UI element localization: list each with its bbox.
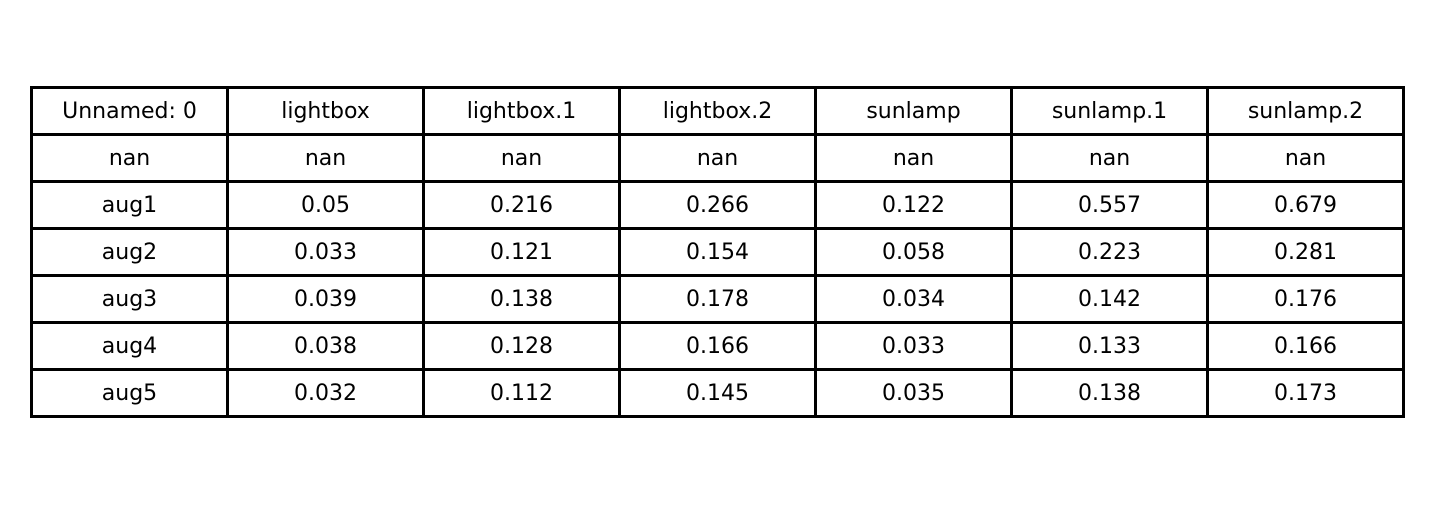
- table-cell: 0.138: [1010, 368, 1209, 418]
- table-cell: aug4: [30, 321, 229, 371]
- table-cell: nan: [30, 133, 229, 183]
- table-cell: 0.178: [618, 274, 817, 324]
- table-cell: 0.121: [422, 227, 621, 277]
- table-cell: 0.058: [814, 227, 1013, 277]
- header-cell: Unnamed: 0: [30, 86, 229, 136]
- table-cell: 0.154: [618, 227, 817, 277]
- table-cell: nan: [1010, 133, 1209, 183]
- header-cell: sunlamp.2: [1206, 86, 1405, 136]
- table-cell: 0.145: [618, 368, 817, 418]
- header-cell: sunlamp: [814, 86, 1013, 136]
- table-cell: 0.173: [1206, 368, 1405, 418]
- table-cell: 0.166: [618, 321, 817, 371]
- table-cell: 0.032: [226, 368, 425, 418]
- table-cell: 0.281: [1206, 227, 1405, 277]
- table-cell: aug5: [30, 368, 229, 418]
- table-cell: aug3: [30, 274, 229, 324]
- table-row: nan nan nan nan nan nan nan: [30, 133, 1405, 183]
- table-cell: 0.034: [814, 274, 1013, 324]
- header-cell: lightbox: [226, 86, 425, 136]
- header-cell: lightbox.2: [618, 86, 817, 136]
- table-cell: 0.128: [422, 321, 621, 371]
- table-cell: 0.176: [1206, 274, 1405, 324]
- table-cell: 0.039: [226, 274, 425, 324]
- table-cell: 0.216: [422, 180, 621, 230]
- table-cell: nan: [814, 133, 1013, 183]
- table-row: aug4 0.038 0.128 0.166 0.033 0.133 0.166: [30, 321, 1405, 371]
- table-cell: 0.122: [814, 180, 1013, 230]
- table-row: aug2 0.033 0.121 0.154 0.058 0.223 0.281: [30, 227, 1405, 277]
- table-cell: 0.033: [814, 321, 1013, 371]
- table-row: aug1 0.05 0.216 0.266 0.122 0.557 0.679: [30, 180, 1405, 230]
- table-cell: nan: [422, 133, 621, 183]
- table-cell: 0.138: [422, 274, 621, 324]
- table-cell: 0.05: [226, 180, 425, 230]
- table-cell: 0.038: [226, 321, 425, 371]
- table-row: aug5 0.032 0.112 0.145 0.035 0.138 0.173: [30, 368, 1405, 418]
- table-cell: 0.223: [1010, 227, 1209, 277]
- table-cell: 0.133: [1010, 321, 1209, 371]
- table-cell: 0.679: [1206, 180, 1405, 230]
- data-table: Unnamed: 0 lightbox lightbox.1 lightbox.…: [30, 86, 1405, 418]
- table-cell: 0.035: [814, 368, 1013, 418]
- table-cell: aug1: [30, 180, 229, 230]
- table-cell: nan: [1206, 133, 1405, 183]
- table-cell: 0.142: [1010, 274, 1209, 324]
- table-container: Unnamed: 0 lightbox lightbox.1 lightbox.…: [30, 86, 1405, 418]
- header-row: Unnamed: 0 lightbox lightbox.1 lightbox.…: [30, 86, 1405, 136]
- table-cell: 0.266: [618, 180, 817, 230]
- header-cell: sunlamp.1: [1010, 86, 1209, 136]
- table-row: aug3 0.039 0.138 0.178 0.034 0.142 0.176: [30, 274, 1405, 324]
- table-cell: nan: [618, 133, 817, 183]
- table-cell: 0.112: [422, 368, 621, 418]
- table-cell: nan: [226, 133, 425, 183]
- table-cell: 0.033: [226, 227, 425, 277]
- header-cell: lightbox.1: [422, 86, 621, 136]
- table-cell: 0.557: [1010, 180, 1209, 230]
- table-cell: aug2: [30, 227, 229, 277]
- table-cell: 0.166: [1206, 321, 1405, 371]
